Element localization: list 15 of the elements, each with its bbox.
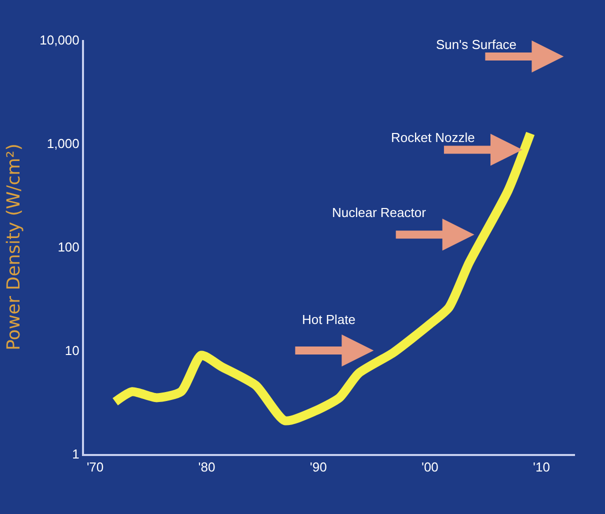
- annotation: Hot Plate: [302, 312, 356, 327]
- x-tick-label: '00: [421, 460, 438, 475]
- y-axis-title: Power Density (W/cm²): [3, 144, 24, 350]
- y-tick-label: 10: [64, 343, 80, 358]
- x-tick-label: '70: [86, 460, 104, 475]
- annotation: Rocket Nozzle: [391, 130, 475, 145]
- x-tick-label: '80: [198, 460, 216, 475]
- annotation: Sun's Surface: [436, 37, 517, 52]
- y-tick-label: 10,000: [40, 32, 80, 48]
- y-tick-label: 100: [58, 240, 80, 255]
- y-tick-label: 1: [72, 446, 80, 462]
- x-tick-label: '90: [310, 460, 327, 475]
- x-tick-label: '10: [533, 460, 550, 475]
- y-tick-label: 1,000: [46, 136, 80, 152]
- annotation: Nuclear Reactor: [332, 205, 427, 220]
